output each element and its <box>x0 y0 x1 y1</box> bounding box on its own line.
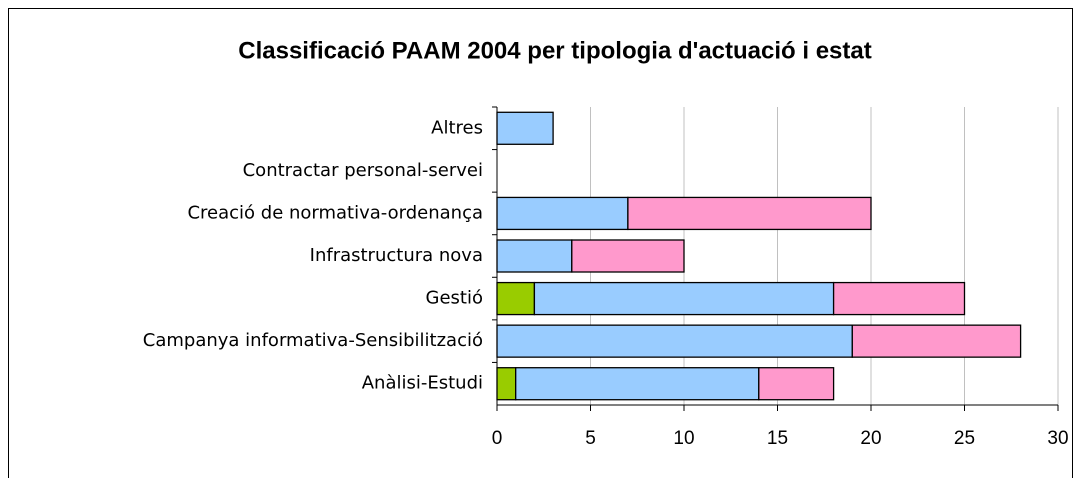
bar <box>533 281 835 316</box>
x-tick-label: 30 <box>1047 428 1068 449</box>
bar <box>627 196 872 231</box>
bar <box>496 281 536 316</box>
x-tick-label: 15 <box>767 428 788 449</box>
x-tick-label: 5 <box>585 428 596 449</box>
bar <box>832 281 966 316</box>
bar <box>851 324 1022 358</box>
y-tick-label: Creació de normativa-ordenança <box>187 202 483 223</box>
bar <box>758 367 835 401</box>
x-tick-label: 10 <box>673 428 694 449</box>
y-tick-label: Anàlisi-Estudi <box>362 373 483 394</box>
x-tick-label: 20 <box>860 428 881 449</box>
x-tick-label: 25 <box>954 428 975 449</box>
bar <box>496 367 517 401</box>
bar <box>496 111 554 145</box>
y-tick-label: Contractar personal-servei <box>243 160 483 181</box>
y-tick-label: Gestió <box>426 288 483 309</box>
bar <box>571 239 685 273</box>
bar <box>496 239 573 273</box>
y-tick-label: Altres <box>431 117 483 138</box>
chart-title: Classificació PAAM 2004 per tipologia d'… <box>238 37 871 64</box>
y-tick-label: Infrastructura nova <box>310 245 483 266</box>
bar <box>515 367 760 401</box>
x-tick-label: 0 <box>492 428 503 449</box>
bar <box>496 324 853 358</box>
bar <box>496 196 629 231</box>
y-tick-label: Campanya informativa-Sensibilització <box>143 330 483 351</box>
